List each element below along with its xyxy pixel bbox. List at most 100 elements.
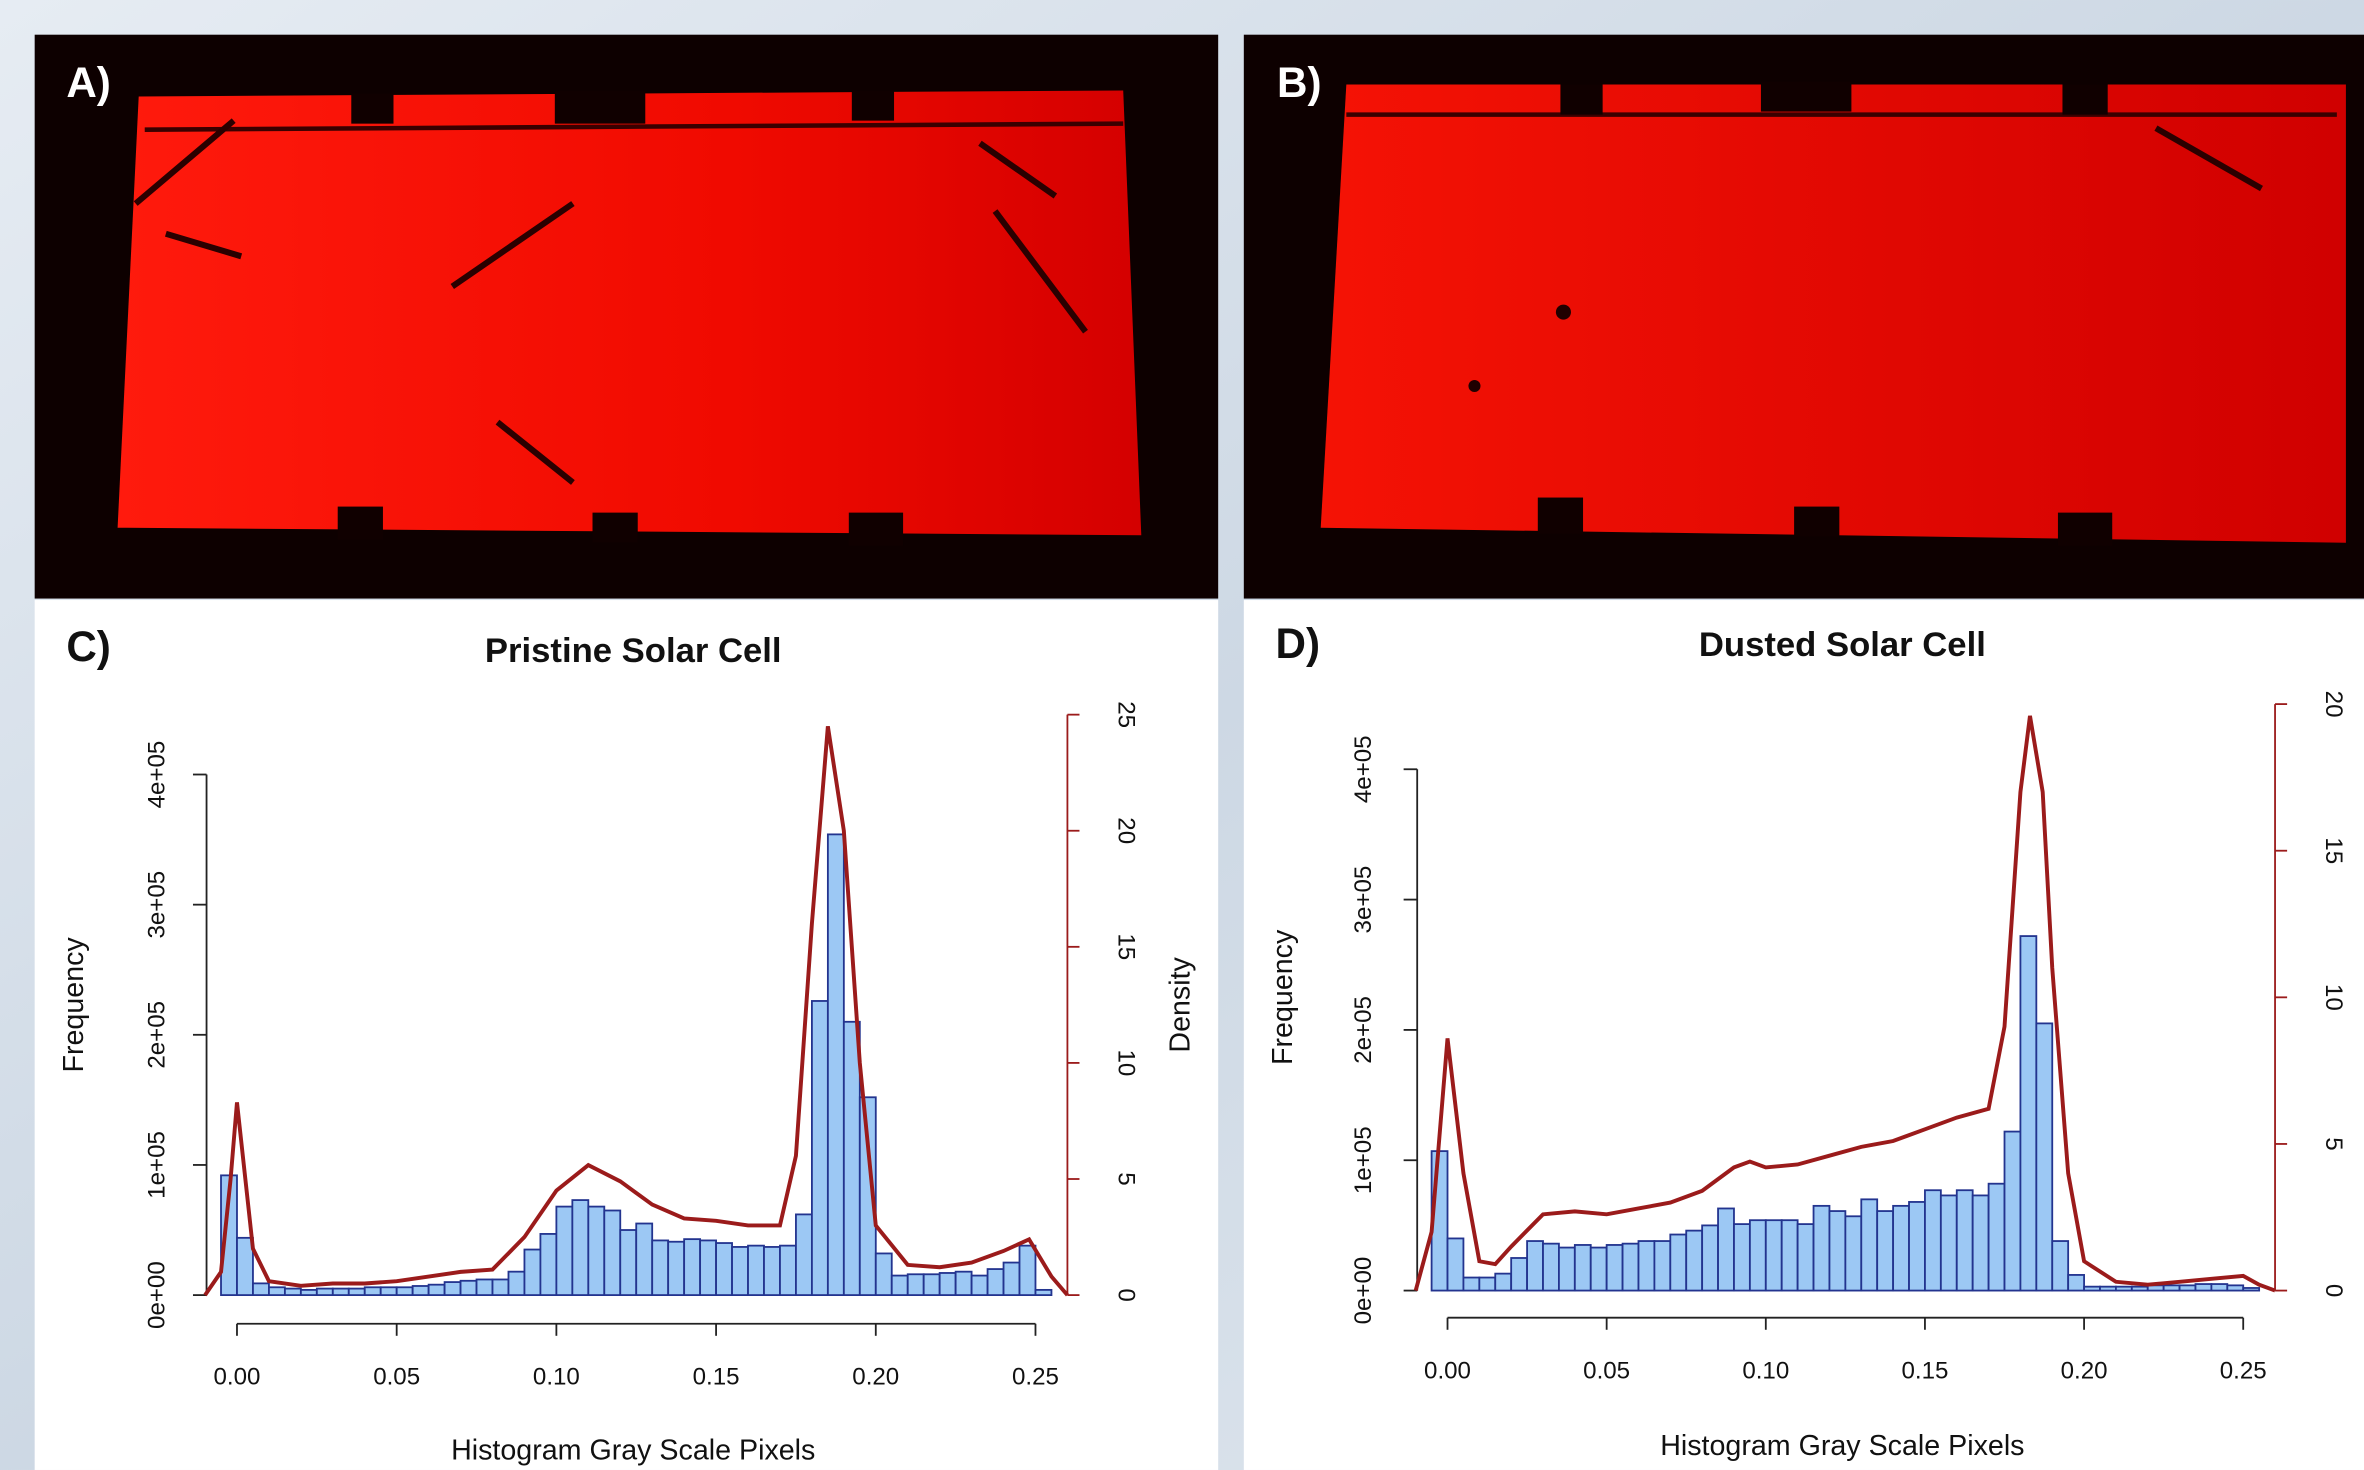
bar <box>970 1274 989 1296</box>
bar <box>2067 1274 2085 1292</box>
y-tick-label: 0e+00 <box>1350 1257 1377 1325</box>
density-line <box>203 725 1069 1297</box>
y-tick-label: 1e+05 <box>144 1131 171 1199</box>
bar <box>1955 1189 1974 1292</box>
bar <box>1987 1182 2006 1292</box>
y2-tick-label: 5 <box>1112 1172 1139 1185</box>
bar <box>715 1242 733 1296</box>
bar <box>810 1000 829 1296</box>
bar <box>874 1252 893 1296</box>
bar <box>299 1288 318 1296</box>
x-tick-label: 0.00 <box>1424 1357 1471 1384</box>
bar <box>1780 1219 1799 1292</box>
x-tick-label: 0.25 <box>2220 1357 2267 1384</box>
bar <box>906 1273 925 1296</box>
x-tick-label: 0.10 <box>1742 1357 1789 1384</box>
bar <box>523 1248 542 1296</box>
y-tick-label: 1e+05 <box>1350 1126 1377 1194</box>
bar <box>779 1244 797 1296</box>
bar <box>1860 1198 1879 1292</box>
bar <box>252 1282 270 1296</box>
bar <box>2019 935 2038 1292</box>
bar <box>1796 1223 1815 1292</box>
bar <box>1446 1237 1465 1292</box>
bar <box>363 1286 382 1296</box>
bar <box>2226 1284 2245 1292</box>
x-axis-label: Histogram Gray Scale Pixels <box>451 1434 815 1466</box>
panel-d <box>1243 600 2364 1470</box>
y2-axis-label: Density <box>1165 956 1197 1052</box>
y2-tick-label: 20 <box>1112 817 1139 844</box>
bar <box>858 1096 877 1296</box>
bar <box>1748 1219 1767 1292</box>
bar <box>699 1239 717 1296</box>
bar <box>331 1287 350 1296</box>
bar <box>475 1278 494 1296</box>
x-tick-label: 0.15 <box>693 1363 740 1390</box>
bar <box>2242 1287 2261 1292</box>
bar <box>1542 1242 1560 1292</box>
bar <box>2115 1285 2133 1292</box>
x-tick-label: 0.25 <box>1012 1363 1059 1390</box>
bar <box>1002 1261 1021 1296</box>
y-tick-label: 2e+05 <box>144 1001 171 1069</box>
bar <box>315 1287 334 1296</box>
bar <box>1876 1210 1895 1292</box>
bar <box>507 1270 526 1296</box>
bar <box>1478 1276 1497 1292</box>
x-tick-label: 0.05 <box>373 1363 420 1390</box>
y-tick-label: 0e+00 <box>144 1261 171 1329</box>
bar <box>603 1209 622 1296</box>
bar <box>1828 1210 1847 1292</box>
x-tick-label: 0.15 <box>1901 1357 1948 1384</box>
bar <box>1939 1194 1958 1292</box>
bar <box>587 1205 606 1296</box>
bar <box>539 1233 558 1296</box>
bar <box>1812 1204 1831 1292</box>
bar <box>2210 1283 2229 1292</box>
bar <box>236 1236 254 1296</box>
bar <box>2130 1285 2149 1292</box>
bar <box>268 1286 286 1296</box>
bar <box>2178 1284 2197 1292</box>
bar <box>443 1281 462 1296</box>
bar <box>954 1270 973 1296</box>
bar <box>1717 1207 1735 1292</box>
y2-tick-label: 10 <box>2320 984 2347 1011</box>
photo-a <box>34 34 1219 599</box>
bar <box>555 1205 574 1296</box>
bar <box>1494 1272 1513 1292</box>
bar <box>491 1278 510 1296</box>
bar <box>651 1239 670 1296</box>
bar <box>1892 1204 1910 1292</box>
y-axis-label: Frequency <box>1267 929 1299 1065</box>
bar <box>379 1286 398 1296</box>
bar <box>2003 1130 2022 1292</box>
y-tick-label: 3e+05 <box>1350 866 1377 934</box>
y2-tick-label: 25 <box>1112 701 1139 728</box>
photo-b <box>1243 34 2364 599</box>
bar <box>938 1272 957 1296</box>
bar <box>347 1287 366 1296</box>
y-tick-label: 4e+05 <box>1350 735 1377 803</box>
bar <box>1764 1219 1783 1292</box>
panel-c <box>34 600 1219 1470</box>
bar <box>2035 1022 2054 1292</box>
y-tick-label: 3e+05 <box>144 871 171 939</box>
bar <box>1621 1242 1640 1292</box>
bar <box>1573 1244 1592 1292</box>
bar <box>571 1199 590 1296</box>
y2-tick-label: 15 <box>1112 933 1139 960</box>
bar <box>411 1285 430 1296</box>
bar <box>1669 1233 1688 1292</box>
bar <box>1510 1257 1528 1292</box>
panel-label: A) <box>66 59 111 106</box>
bar <box>1018 1244 1037 1296</box>
bar <box>986 1268 1005 1296</box>
x-tick-label: 0.20 <box>852 1363 899 1390</box>
x-tick-label: 0.05 <box>1583 1357 1630 1384</box>
bar <box>1034 1288 1053 1296</box>
y2-tick-label: 0 <box>2320 1284 2347 1297</box>
y2-tick-label: 15 <box>2320 837 2347 864</box>
